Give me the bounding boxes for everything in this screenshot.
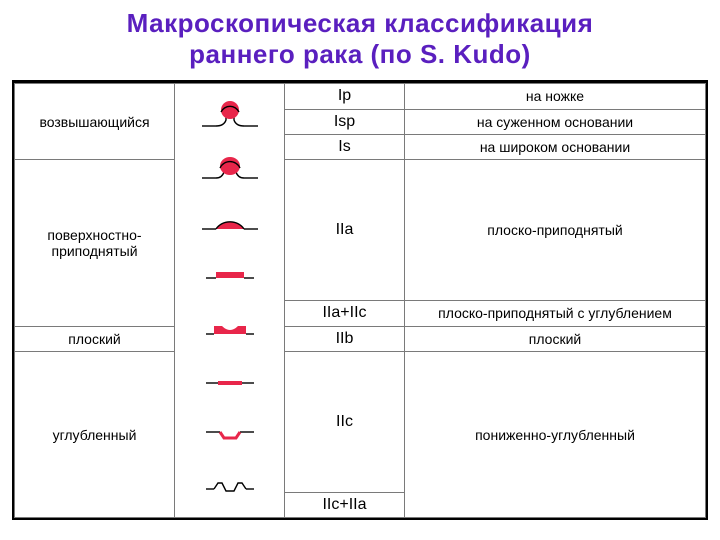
group-label-flat: плоский xyxy=(68,331,120,347)
code-ip: Ip xyxy=(285,84,405,109)
code-is: Is xyxy=(285,134,405,159)
code-iic: IIc xyxy=(285,351,405,493)
classification-table: возвышающийся Ip на ножке xyxy=(12,80,708,520)
isp-icon xyxy=(200,150,260,186)
title-line-1: Макроскопическая классификация xyxy=(127,8,594,38)
iib-icon xyxy=(200,363,260,399)
code-iia: IIa xyxy=(285,159,405,301)
code-iic-iia: IIc+IIa xyxy=(285,493,405,518)
code-isp: Isp xyxy=(285,109,405,134)
iic_iia-icon xyxy=(200,469,260,505)
is-icon xyxy=(200,203,260,239)
ip-icon xyxy=(200,96,260,132)
group-label-elevated: возвышающийся xyxy=(39,114,149,130)
code-iib: IIb xyxy=(285,326,405,351)
icon-column xyxy=(175,84,285,518)
iic-icon xyxy=(200,416,260,452)
desc-is: на широком основании xyxy=(405,134,706,159)
title-line-2: раннего рака (по S. Kudo) xyxy=(189,39,531,69)
group-cell-superficial-elevated: поверхностно- приподнятый xyxy=(15,159,175,326)
iia_iic-icon xyxy=(200,310,260,346)
group-label-superficial-elevated: поверхностно- приподнятый xyxy=(47,227,141,259)
group-label-depressed: углубленный xyxy=(53,427,137,443)
desc-iib: плоский xyxy=(405,326,706,351)
page-title: Макроскопическая классификация раннего р… xyxy=(12,8,708,70)
desc-depressed: пониженно-углубленный xyxy=(405,351,706,518)
group-cell-flat: плоский xyxy=(15,326,175,351)
iia-icon xyxy=(200,256,260,292)
desc-isp: на суженном основании xyxy=(405,109,706,134)
desc-iia: плоско-приподнятый xyxy=(405,159,706,301)
desc-ip: на ножке xyxy=(405,84,706,109)
desc-iia-iic: плоско-приподнятый с углублением xyxy=(405,301,706,326)
code-iia-iic: IIa+IIc xyxy=(285,301,405,326)
group-cell-elevated: возвышающийся xyxy=(15,84,175,159)
group-cell-depressed: углубленный xyxy=(15,351,175,518)
